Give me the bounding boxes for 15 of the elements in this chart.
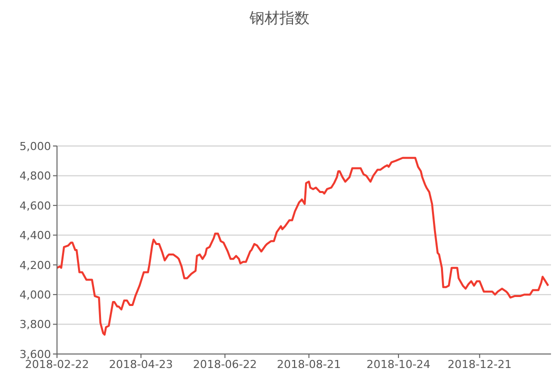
y-tick-label: 3,800 — [20, 318, 51, 332]
x-tick-label: 2018-10-24 — [366, 358, 430, 371]
y-tick-label: 4,200 — [20, 258, 51, 272]
line-series — [57, 156, 550, 336]
y-tick-label: 5,000 — [20, 140, 51, 153]
x-tick-label: 2018-04-23 — [108, 358, 173, 371]
y-tick-label: 4,400 — [20, 229, 51, 242]
x-tick-label: 2018-12-21 — [448, 358, 512, 371]
y-tick-label: 4,600 — [20, 199, 51, 212]
y-tick-label: 3,600 — [20, 348, 51, 361]
chart-title: 钢材指数 — [248, 8, 310, 28]
y-tick-label: 4,000 — [20, 288, 51, 302]
y-tick-label: 4,800 — [20, 170, 51, 183]
x-tick-label: 2018-06-22 — [192, 358, 257, 371]
x-tick-label: 2018-08-21 — [276, 358, 341, 371]
